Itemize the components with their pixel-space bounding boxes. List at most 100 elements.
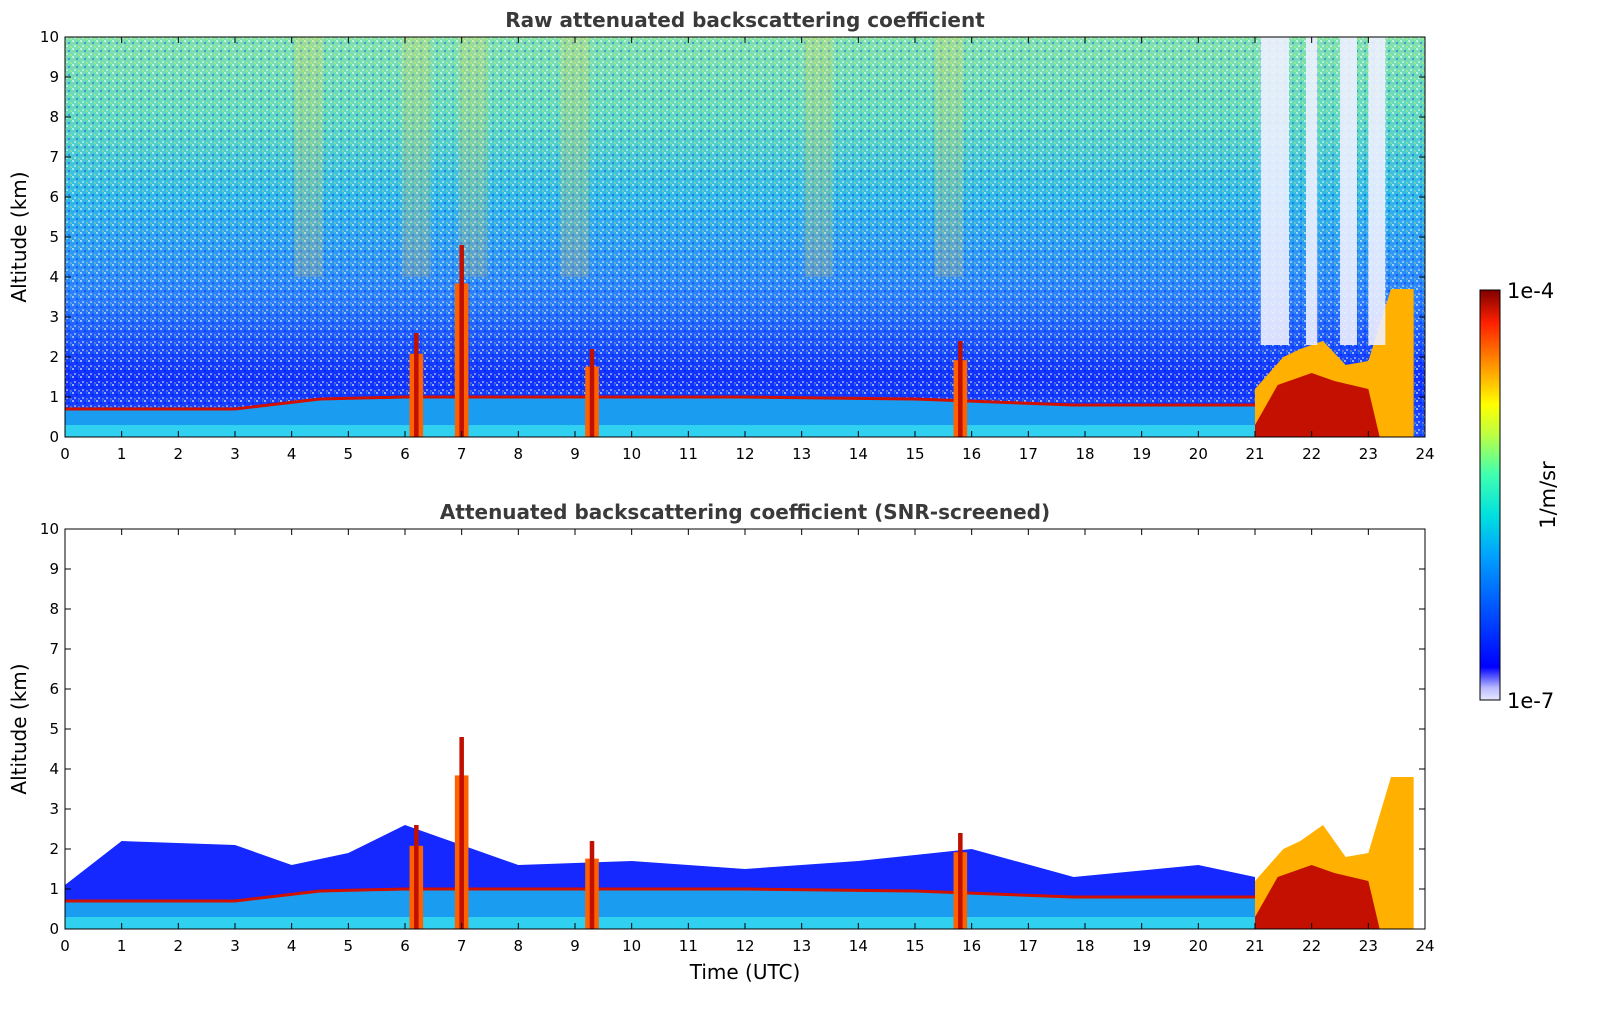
y-tick-label: 0 (49, 920, 59, 938)
y-tick-label: 7 (49, 148, 59, 166)
x-tick-label: 6 (400, 937, 410, 955)
y-tick-label: 8 (49, 108, 59, 126)
x-tick-label: 20 (1189, 445, 1208, 463)
y-tick-label: 3 (49, 800, 59, 818)
colorbar-unit-label: 1/m/sr (1536, 461, 1560, 529)
x-tick-label: 19 (1132, 937, 1151, 955)
noise-streak (934, 37, 964, 277)
low-signal-band (1340, 37, 1357, 345)
x-tick-label: 14 (849, 445, 868, 463)
panel-title: Attenuated backscattering coefficient (S… (440, 500, 1050, 524)
y-tick-label: 2 (49, 840, 59, 858)
x-tick-label: 16 (962, 445, 981, 463)
x-tick-label: 17 (1019, 937, 1038, 955)
y-tick-label: 8 (49, 600, 59, 618)
convective-column-core (414, 333, 419, 437)
y-tick-label: 5 (49, 720, 59, 738)
colorbar-min-label: 1e-7 (1507, 689, 1554, 713)
y-axis-label: Altitude (km) (7, 663, 31, 794)
x-tick-label: 22 (1302, 445, 1321, 463)
y-axis-label: Altitude (km) (7, 171, 31, 302)
y-tick-label: 1 (49, 388, 59, 406)
convective-column-core (459, 737, 464, 929)
x-tick-label: 16 (962, 937, 981, 955)
noise-streak (458, 37, 488, 277)
noise-streak (804, 37, 833, 277)
panel-1: 0 1 2 3 4 5 6 7 8 9 10 11 12 13 14 15 16 17 18 19 20 21 22 23 24… (7, 8, 1435, 463)
x-tick-label: 11 (679, 445, 698, 463)
x-tick-label: 12 (735, 937, 754, 955)
x-axis-label: Time (UTC) (689, 960, 801, 984)
x-tick-label: 12 (735, 445, 754, 463)
low-signal-band (1368, 37, 1386, 345)
x-tick-label: 3 (230, 937, 240, 955)
panel-title: Raw attenuated backscattering coefficien… (505, 8, 985, 32)
x-tick-label: 8 (514, 937, 524, 955)
colorbar-max-label: 1e-4 (1507, 279, 1554, 303)
x-tick-label: 10 (622, 445, 641, 463)
x-tick-label: 22 (1302, 937, 1321, 955)
heatmap-field (65, 737, 1414, 929)
x-tick-label: 17 (1019, 445, 1038, 463)
x-tick-label: 21 (1245, 445, 1264, 463)
noise-streak (294, 37, 323, 277)
dense-aerosol-core (1255, 865, 1380, 929)
x-tick-label: 5 (344, 937, 354, 955)
y-tick-label: 3 (49, 308, 59, 326)
y-tick-label: 5 (49, 228, 59, 246)
x-tick-label: 7 (457, 445, 467, 463)
colorbar-gradient (1479, 289, 1501, 701)
y-tick-label: 2 (49, 348, 59, 366)
x-tick-label: 2 (174, 937, 184, 955)
aerosol-layer-top (65, 395, 1255, 411)
x-tick-label: 24 (1415, 445, 1434, 463)
y-tick-label: 4 (49, 760, 59, 778)
y-tick-label: 9 (49, 68, 59, 86)
x-tick-label: 19 (1132, 445, 1151, 463)
x-tick-label: 15 (905, 445, 924, 463)
x-tick-label: 5 (344, 445, 354, 463)
x-tick-label: 13 (792, 445, 811, 463)
x-tick-label: 1 (117, 937, 127, 955)
panel-2: 0 1 2 3 4 5 6 7 8 9 10 11 12 13 14 15 16 17 18 19 20 21 22 23 24… (7, 500, 1435, 984)
x-tick-label: 20 (1189, 937, 1208, 955)
x-tick-label: 13 (792, 937, 811, 955)
y-tick-label: 9 (49, 560, 59, 578)
x-tick-label: 23 (1359, 445, 1378, 463)
x-tick-label: 4 (287, 445, 297, 463)
heatmap-field (65, 37, 1425, 437)
x-tick-label: 1 (117, 445, 127, 463)
x-tick-label: 15 (905, 937, 924, 955)
x-tick-label: 9 (570, 937, 580, 955)
y-tick-label: 10 (40, 520, 59, 538)
aerosol-layer-top (65, 887, 1255, 903)
x-tick-label: 18 (1075, 937, 1094, 955)
surface-layer (65, 425, 1255, 437)
y-tick-label: 6 (49, 188, 59, 206)
x-tick-label: 6 (400, 445, 410, 463)
low-signal-band (1306, 37, 1318, 345)
x-tick-label: 2 (174, 445, 184, 463)
convective-column-core (958, 341, 963, 437)
x-tick-label: 14 (849, 937, 868, 955)
surface-layer (65, 917, 1255, 929)
x-tick-label: 8 (514, 445, 524, 463)
y-tick-label: 10 (40, 28, 59, 46)
y-tick-label: 7 (49, 640, 59, 658)
dense-aerosol-core (1255, 373, 1380, 437)
convective-column-core (589, 841, 595, 929)
y-tick-label: 0 (49, 428, 59, 446)
convective-column-core (459, 245, 464, 437)
y-tick-label: 6 (49, 680, 59, 698)
convective-column-core (958, 833, 963, 929)
x-tick-label: 7 (457, 937, 467, 955)
x-tick-label: 11 (679, 937, 698, 955)
noise-streak (560, 37, 590, 277)
x-tick-label: 0 (60, 445, 70, 463)
y-tick-label: 4 (49, 268, 59, 286)
x-tick-label: 9 (570, 445, 580, 463)
low-signal-band (1260, 37, 1289, 345)
convective-column-core (414, 825, 419, 929)
x-tick-label: 4 (287, 937, 297, 955)
